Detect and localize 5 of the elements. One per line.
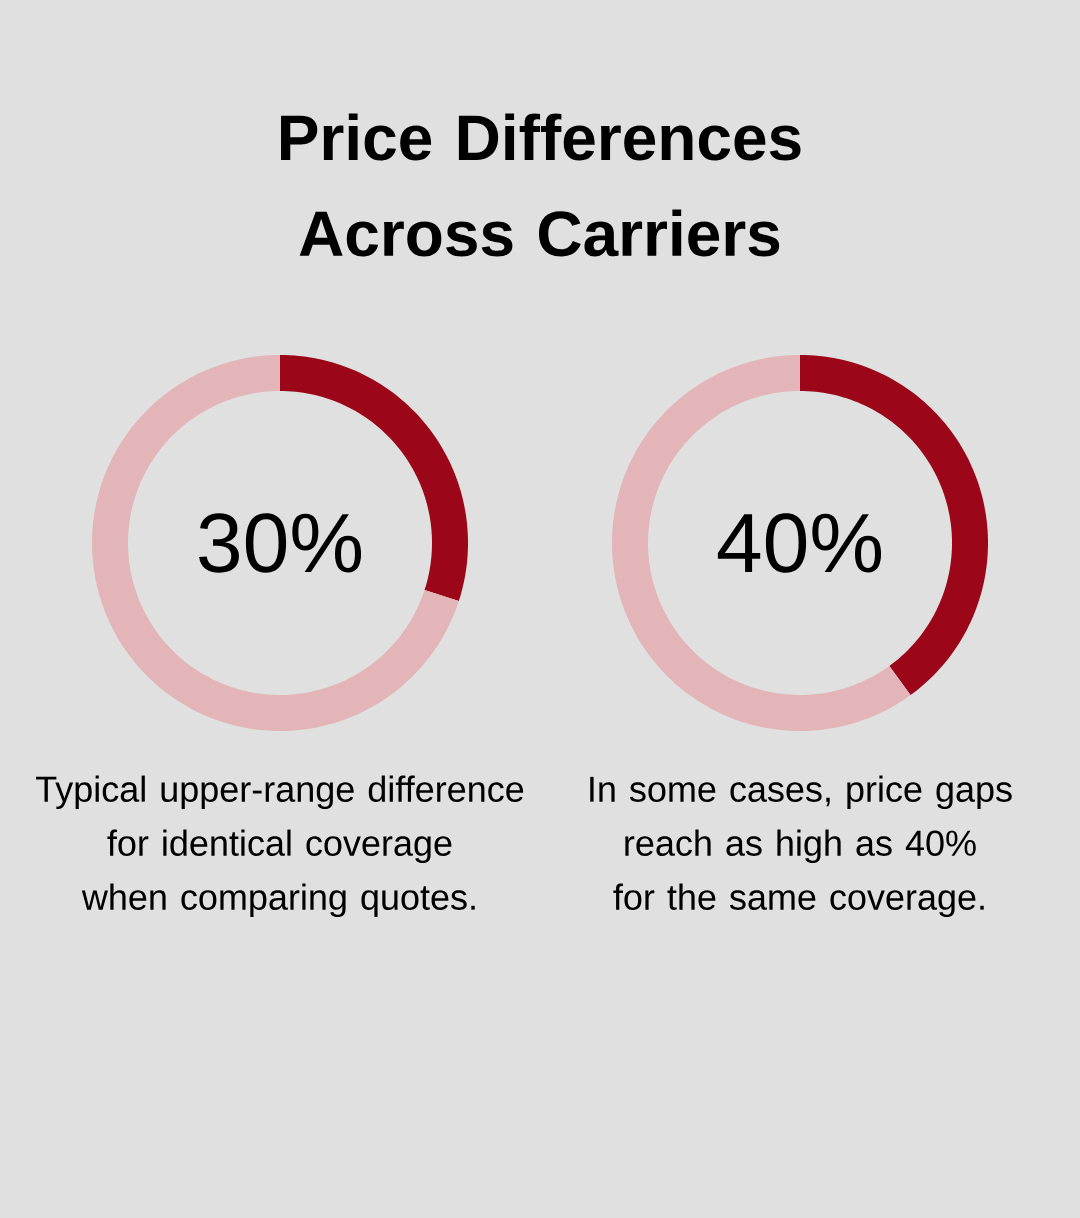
chart-title: Price Differences Across Carriers	[281, 113, 801, 257]
text: 30%	[199, 513, 362, 573]
text: Typical upper-range difference for identical coverage when comparing quotes.	[36, 775, 524, 918]
text: 40%	[717, 513, 882, 573]
text: In some cases, price gaps reach as high as 40% for the same coverage.	[590, 775, 1012, 918]
